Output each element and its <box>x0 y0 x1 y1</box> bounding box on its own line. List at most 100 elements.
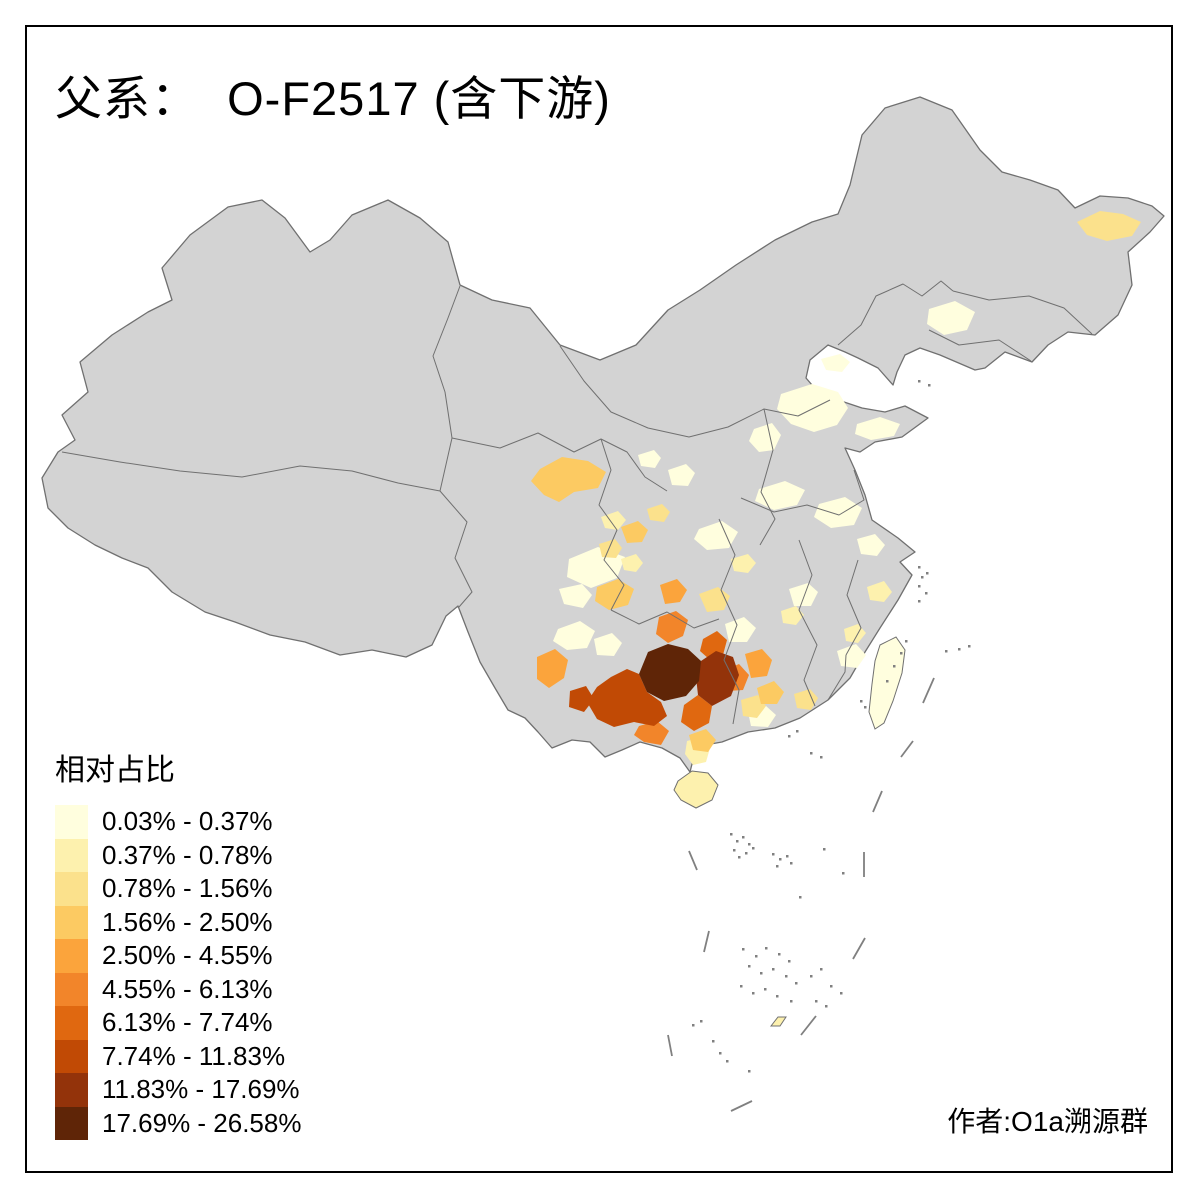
choropleth-region-class-6 <box>634 721 669 745</box>
islet-dot <box>928 384 931 387</box>
page-title: 父系： O-F2517 (含下游) <box>55 72 611 125</box>
islet-dot <box>820 968 823 971</box>
choropleth-region-class-10 <box>639 644 701 701</box>
islet-dot <box>945 650 948 653</box>
islet-dot <box>893 665 896 668</box>
islet-dot <box>825 1005 828 1008</box>
choropleth-region-class-2 <box>867 581 892 602</box>
legend-label: 2.50% - 4.55% <box>102 940 273 971</box>
choropleth-region-class-6 <box>656 611 688 643</box>
islet-dot <box>772 853 775 856</box>
islet-dot <box>726 1060 729 1063</box>
islet-dot <box>842 872 845 875</box>
choropleth-region-class-1 <box>837 644 866 668</box>
province-border <box>439 490 473 608</box>
islet-dot <box>958 648 961 651</box>
legend-swatch <box>55 1073 88 1107</box>
choropleth-region-class-5 <box>537 649 568 688</box>
islet-dot <box>968 645 971 648</box>
choropleth-region-class-9 <box>696 651 739 706</box>
islet-dot <box>736 840 739 843</box>
islet-dot <box>810 975 813 978</box>
legend-label: 6.13% - 7.74% <box>102 1007 273 1038</box>
legend-swatch <box>55 1006 88 1040</box>
choropleth-region-class-1 <box>814 497 862 528</box>
province-border <box>827 654 847 701</box>
islet-dot <box>918 380 921 383</box>
legend-label: 7.74% - 11.83% <box>102 1040 286 1071</box>
choropleth-region-class-1 <box>821 354 850 372</box>
legend-item: 2.50% - 4.55% <box>55 939 301 973</box>
islet-dot <box>764 988 767 991</box>
choropleth-region-class-1 <box>559 584 592 608</box>
islet-dot <box>860 700 863 703</box>
legend-swatch <box>55 872 88 906</box>
islet-dot <box>830 985 833 988</box>
legend-item: 17.69% - 26.58% <box>55 1106 302 1140</box>
islet-dot <box>790 862 793 865</box>
islet-dot <box>925 592 928 595</box>
choropleth-region-class-1 <box>668 464 695 486</box>
legend-swatch <box>55 972 88 1006</box>
choropleth-region-class-3 <box>1077 211 1141 241</box>
islet-dot <box>748 965 751 968</box>
choropleth-region-class-1 <box>857 534 885 556</box>
legend-item: 0.78% - 1.56% <box>55 872 301 906</box>
islet-dot <box>900 652 903 655</box>
choropleth-region-class-2 <box>621 554 643 572</box>
islet-dot <box>772 968 775 971</box>
islet-dot <box>738 856 741 859</box>
legend-swatch <box>55 939 88 973</box>
legend-swatch <box>55 1039 88 1073</box>
choropleth-region-class-4 <box>531 457 606 502</box>
islet-dot <box>788 735 791 738</box>
legend-label: 0.03% - 0.37% <box>102 806 273 837</box>
choropleth-region-class-1 <box>755 481 805 510</box>
legend-item: 4.55% - 6.13% <box>55 972 301 1006</box>
choropleth-region-class-7 <box>700 631 727 659</box>
choropleth-region-class-4 <box>689 729 716 752</box>
sea-boundary-dash <box>703 930 710 953</box>
choropleth-region-class-1 <box>927 301 975 335</box>
choropleth-region-class-2 <box>731 554 756 573</box>
islet-dot <box>752 847 755 850</box>
islet-dot <box>712 1040 715 1043</box>
legend-item: 0.03% - 0.37% <box>55 805 301 839</box>
islet-dot <box>742 948 745 951</box>
legend-label: 17.69% - 26.58% <box>102 1107 302 1138</box>
province-border <box>798 539 818 707</box>
province-border <box>559 345 831 438</box>
islet-dot <box>823 848 826 851</box>
islet-dot <box>765 947 768 950</box>
legend-title: 相对占比 <box>55 754 175 787</box>
choropleth-region-class-3 <box>599 539 622 558</box>
sea-boundary-dash <box>688 850 698 871</box>
choropleth-region-class-5 <box>745 649 772 678</box>
legend-rows: 0.03% - 0.37% 0.37% - 0.78% 0.78% - 1.56% 1… <box>55 805 301 1140</box>
islet-dot <box>886 680 889 683</box>
legend-item: 7.74% - 11.83% <box>55 1039 301 1073</box>
islet-dot <box>790 1000 793 1003</box>
sea-boundary-dash <box>922 677 935 704</box>
legend-swatch <box>55 805 88 839</box>
islet-dot <box>742 836 745 839</box>
choropleth-region-class-4 <box>757 681 784 704</box>
islet-dot <box>745 852 748 855</box>
legend-label: 1.56% - 2.50% <box>102 906 273 937</box>
islet-dot <box>918 600 921 603</box>
china-landmass <box>41 96 1165 773</box>
legend-item: 6.13% - 7.74% <box>55 1006 301 1040</box>
choropleth-region-class-1 <box>594 633 622 656</box>
province-border <box>740 469 865 516</box>
legend-label: 4.55% - 6.13% <box>102 973 273 1004</box>
islet-dot <box>776 995 779 998</box>
legend-item: 0.37% - 0.78% <box>55 838 301 872</box>
islet-dot <box>918 585 921 588</box>
choropleth-region-class-1 <box>855 417 900 440</box>
sea-boundary-dash <box>667 1034 673 1057</box>
province-border <box>432 285 461 492</box>
legend-swatch <box>55 905 88 939</box>
islet-dot <box>815 1000 818 1003</box>
islet-dot <box>810 752 813 755</box>
